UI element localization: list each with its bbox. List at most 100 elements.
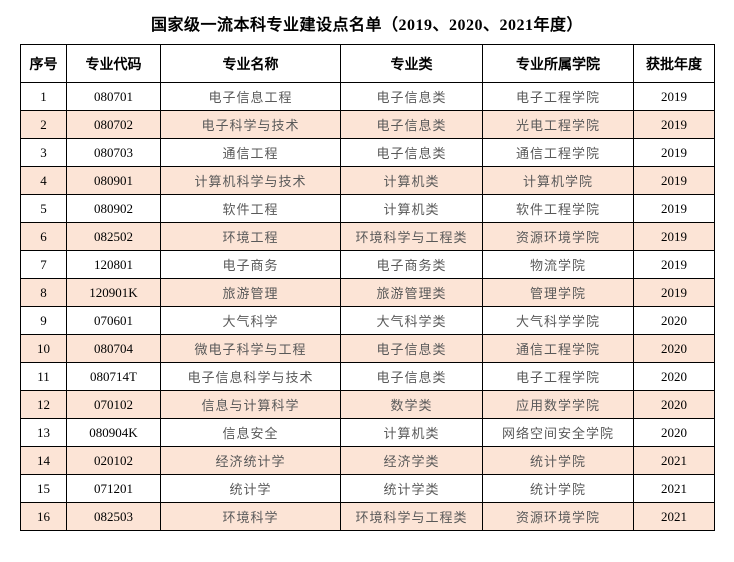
cell-index: 10 (20, 334, 67, 363)
cell-college: 资源环境学院 (482, 502, 634, 531)
cell-index: 4 (20, 166, 67, 195)
cell-year: 2019 (633, 82, 715, 111)
cell-major-code: 070601 (66, 306, 161, 335)
cell-major-category: 数学类 (340, 390, 483, 419)
cell-major-code: 080902 (66, 194, 161, 223)
cell-index: 5 (20, 194, 67, 223)
cell-major-name: 电子商务 (160, 250, 341, 279)
table-row: 6 082502 环境工程 环境科学与工程类 资源环境学院 2019 (20, 222, 715, 251)
cell-year: 2019 (633, 194, 715, 223)
cell-major-name: 信息与计算科学 (160, 390, 341, 419)
cell-year: 2019 (633, 166, 715, 195)
cell-major-code: 020102 (66, 446, 161, 475)
cell-major-category: 统计学类 (340, 474, 483, 503)
cell-index: 14 (20, 446, 67, 475)
cell-major-name: 经济统计学 (160, 446, 341, 475)
cell-college: 统计学院 (482, 474, 634, 503)
cell-major-code: 080703 (66, 138, 161, 167)
cell-college: 物流学院 (482, 250, 634, 279)
cell-major-name: 电子信息工程 (160, 82, 341, 111)
cell-college: 软件工程学院 (482, 194, 634, 223)
table-row: 7 120801 电子商务 电子商务类 物流学院 2019 (20, 250, 715, 279)
cell-major-code: 080701 (66, 82, 161, 111)
cell-major-name: 大气科学 (160, 306, 341, 335)
cell-year: 2019 (633, 138, 715, 167)
cell-index: 6 (20, 222, 67, 251)
table-row: 11 080714T 电子信息科学与技术 电子信息类 电子工程学院 2020 (20, 362, 715, 391)
cell-major-category: 环境科学与工程类 (340, 502, 483, 531)
cell-year: 2019 (633, 278, 715, 307)
table-row: 13 080904K 信息安全 计算机类 网络空间安全学院 2020 (20, 418, 715, 447)
cell-major-code: 080702 (66, 110, 161, 139)
cell-index: 15 (20, 474, 67, 503)
cell-major-category: 电子信息类 (340, 362, 483, 391)
header-cell-category: 专业类 (340, 44, 483, 83)
majors-table: 序号 专业代码 专业名称 专业类 专业所属学院 获批年度 1 080701 电子信息… (20, 44, 715, 531)
cell-college: 电子工程学院 (482, 362, 634, 391)
cell-major-code: 080901 (66, 166, 161, 195)
cell-major-code: 120801 (66, 250, 161, 279)
cell-major-category: 计算机类 (340, 418, 483, 447)
header-cell-year: 获批年度 (633, 44, 715, 83)
header-cell-index: 序号 (20, 44, 67, 83)
cell-major-code: 080714T (66, 362, 161, 391)
cell-college: 光电工程学院 (482, 110, 634, 139)
cell-major-category: 电子信息类 (340, 110, 483, 139)
cell-index: 7 (20, 250, 67, 279)
cell-major-name: 环境工程 (160, 222, 341, 251)
cell-major-category: 电子信息类 (340, 82, 483, 111)
table-row: 9 070601 大气科学 大气科学类 大气科学学院 2020 (20, 306, 715, 335)
table-row: 16 082503 环境科学 环境科学与工程类 资源环境学院 2021 (20, 502, 715, 531)
cell-major-name: 信息安全 (160, 418, 341, 447)
cell-major-name: 电子信息科学与技术 (160, 362, 341, 391)
cell-index: 2 (20, 110, 67, 139)
cell-major-category: 计算机类 (340, 194, 483, 223)
cell-year: 2019 (633, 110, 715, 139)
document-title: 国家级一流本科专业建设点名单（2019、2020、2021年度） (150, 17, 583, 34)
cell-major-category: 电子信息类 (340, 334, 483, 363)
cell-major-name: 环境科学 (160, 502, 341, 531)
cell-major-category: 电子信息类 (340, 138, 483, 167)
cell-index: 12 (20, 390, 67, 419)
cell-college: 统计学院 (482, 446, 634, 475)
cell-year: 2020 (633, 334, 715, 363)
cell-college: 大气科学学院 (482, 306, 634, 335)
cell-index: 8 (20, 278, 67, 307)
cell-major-code: 070102 (66, 390, 161, 419)
table-row: 2 080702 电子科学与技术 电子信息类 光电工程学院 2019 (20, 110, 715, 139)
cell-college: 通信工程学院 (482, 334, 634, 363)
cell-index: 9 (20, 306, 67, 335)
cell-year: 2020 (633, 390, 715, 419)
cell-major-code: 082503 (66, 502, 161, 531)
cell-major-category: 电子商务类 (340, 250, 483, 279)
cell-major-code: 120901K (66, 278, 161, 307)
cell-college: 计算机学院 (482, 166, 634, 195)
cell-year: 2019 (633, 250, 715, 279)
cell-college: 网络空间安全学院 (482, 418, 634, 447)
cell-index: 13 (20, 418, 67, 447)
cell-college: 应用数学学院 (482, 390, 634, 419)
cell-major-code: 082502 (66, 222, 161, 251)
cell-college: 电子工程学院 (482, 82, 634, 111)
cell-index: 11 (20, 362, 67, 391)
cell-index: 3 (20, 138, 67, 167)
cell-major-category: 计算机类 (340, 166, 483, 195)
table-row: 5 080902 软件工程 计算机类 软件工程学院 2019 (20, 194, 715, 223)
cell-year: 2020 (633, 362, 715, 391)
cell-major-name: 统计学 (160, 474, 341, 503)
cell-major-category: 环境科学与工程类 (340, 222, 483, 251)
cell-major-name: 电子科学与技术 (160, 110, 341, 139)
header-cell-name: 专业名称 (160, 44, 341, 83)
cell-major-code: 080704 (66, 334, 161, 363)
cell-major-category: 旅游管理类 (340, 278, 483, 307)
table-row: 14 020102 经济统计学 经济学类 统计学院 2021 (20, 446, 715, 475)
cell-major-name: 计算机科学与技术 (160, 166, 341, 195)
cell-year: 2021 (633, 446, 715, 475)
cell-index: 1 (20, 82, 67, 111)
table-row: 3 080703 通信工程 电子信息类 通信工程学院 2019 (20, 138, 715, 167)
cell-year: 2020 (633, 418, 715, 447)
cell-college: 通信工程学院 (482, 138, 634, 167)
table-row: 4 080901 计算机科学与技术 计算机类 计算机学院 2019 (20, 166, 715, 195)
cell-major-code: 080904K (66, 418, 161, 447)
